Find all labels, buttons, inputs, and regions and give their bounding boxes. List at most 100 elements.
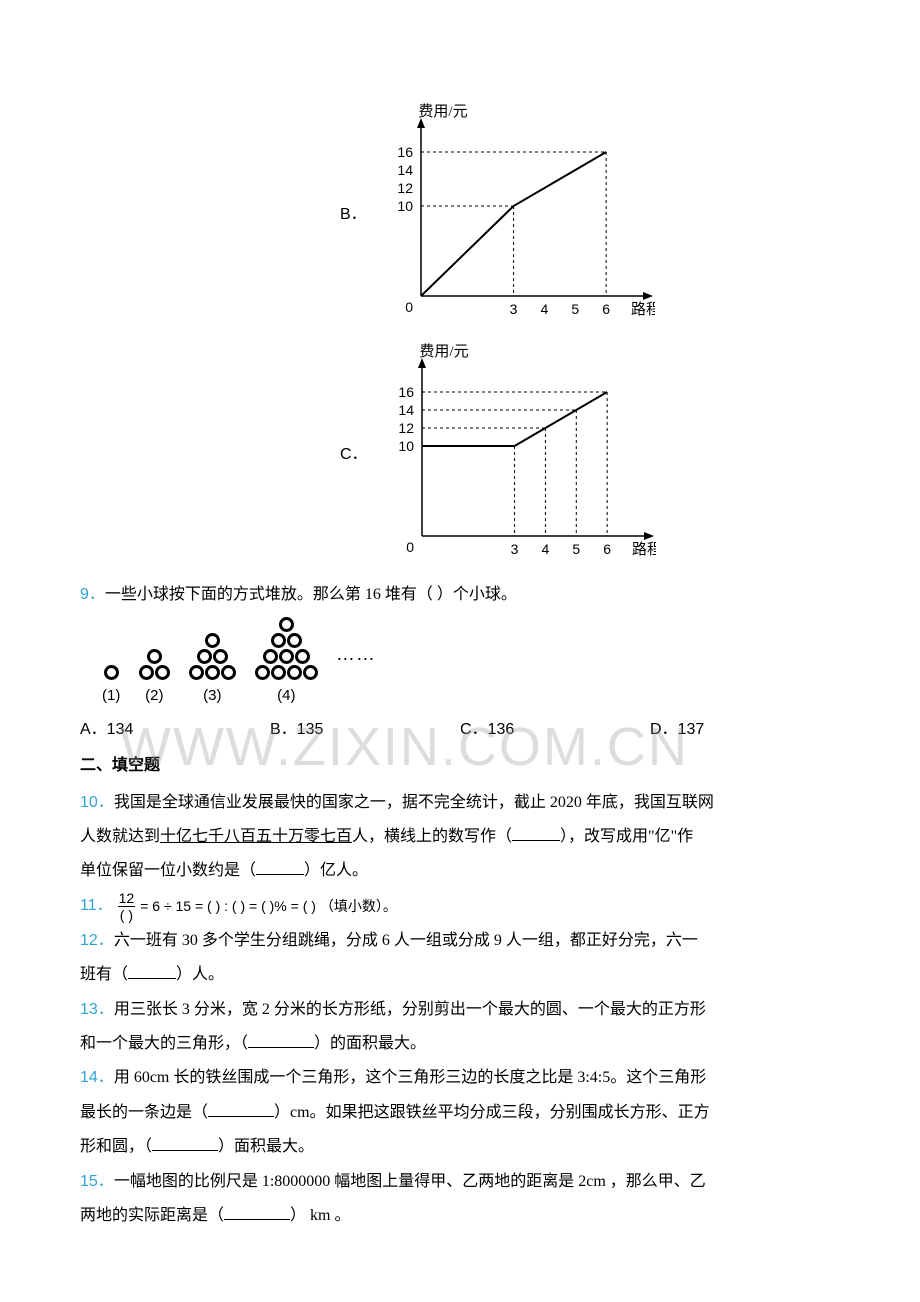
q15-line2: 两地的实际距离是（ ） km 。 [80,1201,840,1231]
watermark: WWW.ZIXIN.COM.CN [120,696,689,799]
svg-text:16: 16 [397,144,413,160]
chart-c-svg: 10 12 14 16 3 4 5 6 0 费用/元路程/千米 [376,340,656,570]
q11-rest: = 6 ÷ 15 = ( ) : ( ) = ( )% = ( ) （填小数）。 [140,893,397,920]
chart-b-row: B． 10 12 14 16 3 4 5 6 0 费用/元路程/千米 [340,100,840,330]
q9-opt-a: A．134 [80,715,270,745]
q9-options: A．134 B．135 C．136 D．137 [80,715,840,745]
pile-label: (2) [145,682,163,711]
q13-blank [248,1032,314,1048]
chart-b-svg: 10 12 14 16 3 4 5 6 0 费用/元路程/千米 [375,100,655,330]
ball-pile-2: (2) [138,648,170,711]
q10-line2: 人数就达到十亿七千八百五十万零七百人，横线上的数写作（ ），改写成用"亿"作 [80,822,840,852]
chart-c-label: C． [340,440,368,470]
q14-line2: 最长的一条边是（ ）cm。如果把这跟铁丝平均分成三段，分别围成长方形、正方 [80,1098,840,1128]
q14-l3a: 形和圆，（ [80,1138,152,1155]
q9-text: 一些小球按下面的方式堆放。那么第 16 堆有（ ）个小球。 [105,586,517,603]
svg-text:10: 10 [398,438,414,454]
question-9: 9．一些小球按下面的方式堆放。那么第 16 堆有（ ）个小球。 [80,580,840,610]
q14-blank1 [208,1101,274,1117]
svg-text:费用/元: 费用/元 [418,103,467,120]
q13-line2: 和一个最大的三角形，（ ）的面积最大。 [80,1029,840,1059]
q9-opt-c: C．136 [460,715,650,745]
svg-text:10: 10 [397,198,413,214]
ball-pile-4: (4) [254,616,318,711]
q10-line3: 单位保留一位小数约是（ ）亿人。 [80,856,840,886]
q15-l2b: ） km 。 [290,1207,350,1224]
q13-l2a: 和一个最大的三角形，（ [80,1035,248,1052]
q11-frac-num: 12 [115,891,139,906]
q14-line3: 形和圆，（ ）面积最大。 [80,1132,840,1162]
svg-text:12: 12 [397,180,413,196]
q10-blank2 [256,859,304,875]
svg-text:3: 3 [510,541,518,557]
q12-blank [128,963,176,979]
q10-l2b: 人，横线上的数写作（ [352,828,512,845]
svg-text:费用/元: 费用/元 [419,343,468,360]
q10-blank1 [512,825,560,841]
q14-blank2 [152,1135,218,1151]
svg-text:路程/千米: 路程/千米 [632,541,656,558]
q14-num: 14． [80,1069,114,1086]
svg-text:4: 4 [541,541,549,557]
q13-l2b: ）的面积最大。 [314,1035,426,1052]
svg-text:12: 12 [398,420,414,436]
ball-pile-1: (1) [102,664,120,711]
question-15: 15．一幅地图的比例尺是 1:8000000 幅地图上量得甲、乙两地的距离是 2… [80,1167,840,1197]
ellipsis: …… [336,637,376,691]
q15-l1: 一幅地图的比例尺是 1:8000000 幅地图上量得甲、乙两地的距离是 2cm … [114,1173,706,1190]
q15-num: 15． [80,1173,114,1190]
q15-l2a: 两地的实际距离是（ [80,1207,224,1224]
q14-l1: 用 60cm 长的铁丝围成一个三角形，这个三角形三边的长度之比是 3:4:5。这… [114,1069,706,1086]
q14-l2a: 最长的一条边是（ [80,1104,208,1121]
pile-label: (1) [102,682,120,711]
q11-num: 11． [80,897,113,914]
question-11: 11． 12 ( ) = 6 ÷ 15 = ( ) : ( ) = ( )% =… [80,891,840,922]
q12-l1: 六一班有 30 多个学生分组跳绳，分成 6 人一组或分成 9 人一组，都正好分完… [114,932,698,949]
q15-blank [224,1204,290,1220]
svg-text:14: 14 [397,162,413,178]
q12-num: 12． [80,932,114,949]
chart-b-label: B． [340,200,367,230]
q11-frac: 12 ( ) [115,891,139,922]
q10-l3b: ）亿人。 [304,862,368,879]
section-2-title: 二、填空题 [80,751,840,781]
pile-label: (3) [203,682,221,711]
q14-l3b: ）面积最大。 [218,1138,314,1155]
question-12: 12．六一班有 30 多个学生分组跳绳，分成 6 人一组或分成 9 人一组，都正… [80,926,840,956]
q10-num: 10． [80,794,114,811]
q10-l3a: 单位保留一位小数约是（ [80,862,256,879]
svg-text:6: 6 [602,301,610,317]
chart-c-row: C． 10 12 14 16 3 4 5 6 0 费用/元路程/千米 [340,340,840,570]
svg-text:14: 14 [398,402,414,418]
svg-text:16: 16 [398,384,414,400]
q10-l2a: 人数就达到 [80,828,160,845]
svg-text:路程/千米: 路程/千米 [631,301,655,318]
q9-num: 9． [80,586,105,603]
q13-num: 13． [80,1001,114,1018]
q13-l1: 用三张长 3 分米，宽 2 分米的长方形纸，分别剪出一个最大的圆、一个最大的正方… [114,1001,706,1018]
svg-text:4: 4 [540,301,548,317]
q11-frac-den: ( ) [118,906,135,922]
svg-text:5: 5 [571,301,579,317]
ball-pile-3: (3) [188,632,236,711]
question-10: 10．我国是全球通信业发展最快的国家之一，据不完全统计，截止 2020 年底，我… [80,788,840,818]
q10-l2c: ），改写成用"亿"作 [560,828,693,845]
q9-opt-d: D．137 [650,715,840,745]
q11-formula: 12 ( ) = 6 ÷ 15 = ( ) : ( ) = ( )% = ( )… [113,891,397,922]
q10-underline: 十亿七千八百五十万零七百 [160,828,352,845]
balls-figure: (1) (2) (3) (4) …… [102,616,840,711]
q12-line2: 班有（ ）人。 [80,960,840,990]
svg-text:0: 0 [405,299,413,315]
question-13: 13．用三张长 3 分米，宽 2 分米的长方形纸，分别剪出一个最大的圆、一个最大… [80,995,840,1025]
q12-l2a: 班有（ [80,966,128,983]
q9-opt-b: B．135 [270,715,460,745]
q12-l2b: ）人。 [176,966,224,983]
pile-label: (4) [277,682,295,711]
q10-l1: 我国是全球通信业发展最快的国家之一，据不完全统计，截止 2020 年底，我国互联… [114,794,714,811]
svg-text:3: 3 [509,301,517,317]
svg-text:0: 0 [406,539,414,555]
svg-text:5: 5 [572,541,580,557]
question-14: 14．用 60cm 长的铁丝围成一个三角形，这个三角形三边的长度之比是 3:4:… [80,1063,840,1093]
q14-l2b: ）cm。如果把这跟铁丝平均分成三段，分别围成长方形、正方 [274,1104,710,1121]
svg-text:6: 6 [603,541,611,557]
